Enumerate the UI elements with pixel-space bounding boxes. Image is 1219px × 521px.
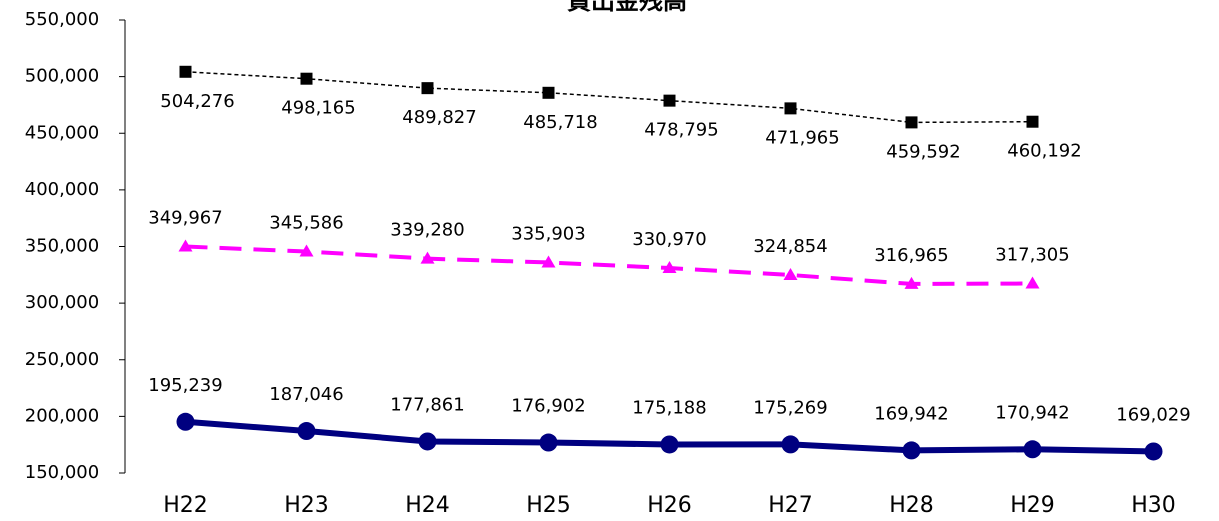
marker xyxy=(781,435,800,454)
x-tick-label: H30 xyxy=(1131,493,1176,518)
data-label: 316,965 xyxy=(874,245,948,266)
marker xyxy=(1023,440,1042,459)
data-label: 169,029 xyxy=(1116,404,1190,425)
y-tick-label: 500,000 xyxy=(25,66,99,87)
data-label: 169,942 xyxy=(874,403,948,424)
marker xyxy=(784,102,797,115)
data-label: 504,276 xyxy=(160,91,234,112)
y-tick-label: 350,000 xyxy=(25,236,99,257)
data-label: 330,970 xyxy=(632,229,706,250)
x-tick-label: H25 xyxy=(526,493,571,518)
data-label: 478,795 xyxy=(644,120,718,141)
data-label: 176,902 xyxy=(511,396,585,417)
series-line xyxy=(185,71,1033,124)
x-tick-label: H27 xyxy=(768,493,813,518)
marker xyxy=(541,255,556,268)
marker xyxy=(660,435,679,454)
data-label: 471,965 xyxy=(765,127,839,148)
y-tick-label: 150,000 xyxy=(25,462,99,483)
marker xyxy=(418,432,437,451)
data-label: 324,854 xyxy=(753,236,827,257)
data-label: 317,305 xyxy=(995,245,1069,266)
marker xyxy=(420,251,435,264)
marker xyxy=(662,261,677,274)
marker xyxy=(421,82,434,95)
data-label: 187,046 xyxy=(269,384,343,405)
y-tick-label: 400,000 xyxy=(25,179,99,200)
marker xyxy=(902,441,921,460)
y-tick-label: 300,000 xyxy=(25,292,99,313)
marker xyxy=(542,86,555,99)
data-label: 485,718 xyxy=(523,112,597,133)
data-label: 175,188 xyxy=(632,397,706,418)
x-tick-label: H29 xyxy=(1010,493,1055,518)
data-label: 177,861 xyxy=(390,394,464,415)
data-label: 345,586 xyxy=(269,212,343,233)
data-label: 170,942 xyxy=(995,402,1069,423)
chart-title: 貸出金残高 xyxy=(567,0,687,15)
marker xyxy=(904,276,919,289)
data-label: 349,967 xyxy=(148,208,222,229)
marker xyxy=(1026,115,1039,128)
data-label: 335,903 xyxy=(511,223,585,244)
data-label: 459,592 xyxy=(886,141,960,162)
data-label: 498,165 xyxy=(281,98,355,119)
marker xyxy=(663,94,676,107)
y-tick-label: 200,000 xyxy=(25,405,99,426)
y-tick-label: 250,000 xyxy=(25,349,99,370)
marker xyxy=(299,244,314,257)
marker xyxy=(1025,276,1040,289)
data-label: 339,280 xyxy=(390,220,464,241)
marker xyxy=(300,72,313,85)
marker xyxy=(176,412,195,431)
x-tick-label: H26 xyxy=(647,493,692,518)
series-line xyxy=(185,244,1033,286)
marker xyxy=(178,239,193,252)
data-label: 175,269 xyxy=(753,397,827,418)
data-label: 489,827 xyxy=(402,107,476,128)
x-tick-label: H23 xyxy=(284,493,329,518)
x-tick-label: H24 xyxy=(405,493,450,518)
marker xyxy=(905,116,918,129)
data-label: 195,239 xyxy=(148,375,222,396)
x-tick-label: H28 xyxy=(889,493,934,518)
marker xyxy=(297,422,316,441)
data-label: 460,192 xyxy=(1007,141,1081,162)
marker xyxy=(783,267,798,280)
y-tick-label: 450,000 xyxy=(25,122,99,143)
marker xyxy=(179,65,192,78)
x-tick-label: H22 xyxy=(163,493,208,518)
marker xyxy=(1144,442,1163,461)
y-tick-label: 550,000 xyxy=(25,9,99,30)
marker xyxy=(539,433,558,452)
